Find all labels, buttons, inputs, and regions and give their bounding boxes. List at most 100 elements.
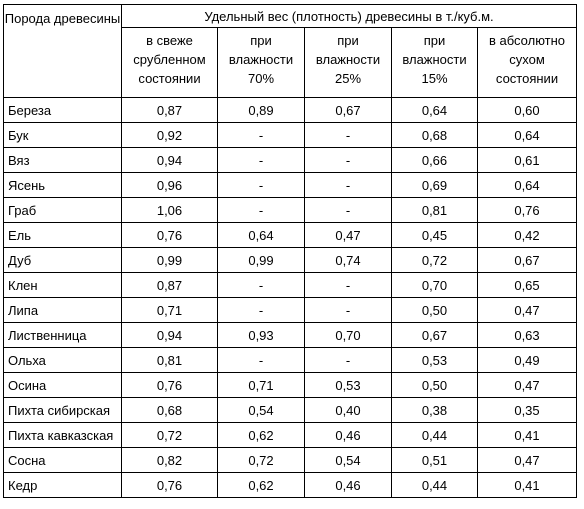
density-value-cell: 0,60 (477, 97, 577, 123)
species-name-cell: Пихта сибирская (3, 397, 122, 423)
density-value-cell: - (217, 297, 305, 323)
density-value-cell: 0,70 (391, 272, 478, 298)
species-name-cell: Лиственница (3, 322, 122, 348)
column-header-absolutely-dry: в абсолютно сухом состоянии (477, 27, 577, 98)
density-value-cell: 0,72 (391, 247, 478, 273)
density-value-cell: - (217, 347, 305, 373)
density-value-cell: - (304, 147, 392, 173)
density-value-cell: 0,68 (121, 397, 218, 423)
species-name-cell: Береза (3, 97, 122, 123)
density-value-cell: 0,72 (121, 422, 218, 448)
density-value-cell: 0,64 (477, 172, 577, 198)
density-value-cell: 0,67 (477, 247, 577, 273)
density-value-cell: 0,54 (304, 447, 392, 473)
column-header-moisture-70: при влажности 70% (217, 27, 305, 98)
density-value-cell: 0,53 (304, 372, 392, 398)
table-row: Ель 0,76 0,64 0,47 0,45 0,42 (3, 222, 577, 248)
table-row: Кедр 0,76 0,62 0,46 0,44 0,41 (3, 472, 577, 498)
density-value-cell: 0,74 (304, 247, 392, 273)
density-value-cell: 0,54 (217, 397, 305, 423)
density-value-cell: 0,62 (217, 472, 305, 498)
table-row: Граб 1,06- -0,81 0,76 (3, 197, 577, 223)
density-value-cell: 0,41 (477, 422, 577, 448)
table-body: Береза 0,87 0,89 0,67 0,64 0,60 Бук 0,92- -0,68 0… (3, 97, 577, 498)
density-value-cell: 0,50 (391, 372, 478, 398)
density-value-cell: 0,87 (121, 272, 218, 298)
species-name-cell: Дуб (3, 247, 122, 273)
species-name-cell: Бук (3, 122, 122, 148)
table-row: Бук 0,92- -0,68 0,64 (3, 122, 577, 148)
density-value-cell: 0,82 (121, 447, 218, 473)
density-value-cell: 0,46 (304, 422, 392, 448)
species-name-cell: Кедр (3, 472, 122, 498)
table-row: Береза 0,87 0,89 0,67 0,64 0,60 (3, 97, 577, 123)
species-name-cell: Клен (3, 272, 122, 298)
density-value-cell: 1,06 (121, 197, 218, 223)
column-header-moisture-25: при влажности 25% (304, 27, 392, 98)
density-value-cell: 0,61 (477, 147, 577, 173)
density-value-cell: 0,65 (477, 272, 577, 298)
table-row: Клен 0,87- -0,70 0,65 (3, 272, 577, 298)
density-value-cell: 0,89 (217, 97, 305, 123)
density-value-cell: 0,49 (477, 347, 577, 373)
density-value-cell: 0,51 (391, 447, 478, 473)
table-row: Осина 0,76 0,71 0,53 0,50 0,47 (3, 372, 577, 398)
density-value-cell: 0,62 (217, 422, 305, 448)
species-name-cell: Сосна (3, 447, 122, 473)
density-value-cell: 0,94 (121, 147, 218, 173)
density-value-cell: 0,87 (121, 97, 218, 123)
density-value-cell: - (304, 172, 392, 198)
species-name-cell: Пихта кавказская (3, 422, 122, 448)
density-value-cell: 0,64 (217, 222, 305, 248)
density-value-cell: 0,42 (477, 222, 577, 248)
species-name-cell: Осина (3, 372, 122, 398)
density-value-cell: 0,64 (391, 97, 478, 123)
density-value-cell: 0,71 (217, 372, 305, 398)
density-value-cell: - (217, 172, 305, 198)
density-value-cell: 0,81 (121, 347, 218, 373)
density-value-cell: 0,68 (391, 122, 478, 148)
density-value-cell: 0,67 (391, 322, 478, 348)
density-value-cell: 0,67 (304, 97, 392, 123)
density-value-cell: - (304, 347, 392, 373)
column-header-fresh-cut: в свеже срубленном состоянии (121, 27, 218, 98)
density-value-cell: 0,63 (477, 322, 577, 348)
density-value-cell: 0,47 (477, 372, 577, 398)
species-name-cell: Ольха (3, 347, 122, 373)
density-value-cell: 0,69 (391, 172, 478, 198)
density-value-cell: - (304, 272, 392, 298)
density-value-cell: 0,35 (477, 397, 577, 423)
density-value-cell: 0,47 (477, 447, 577, 473)
density-table-container: Порода древесины Удельный вес (плотность… (3, 4, 577, 498)
density-value-cell: 0,70 (304, 322, 392, 348)
density-value-cell: 0,50 (391, 297, 478, 323)
table-row: Пихта сибирская 0,68 0,54 0,40 0,38 0,35 (3, 397, 577, 423)
density-value-cell: - (217, 272, 305, 298)
species-column-header: Порода древесины (3, 4, 122, 98)
density-value-cell: 0,45 (391, 222, 478, 248)
density-value-cell: 0,99 (121, 247, 218, 273)
table-row: Ясень 0,96- -0,69 0,64 (3, 172, 577, 198)
density-value-cell: 0,76 (121, 472, 218, 498)
density-value-cell: 0,47 (477, 297, 577, 323)
density-value-cell: 0,44 (391, 422, 478, 448)
density-group-header: Удельный вес (плотность) древесины в т./… (121, 4, 577, 28)
table-row: Ольха 0,81- -0,53 0,49 (3, 347, 577, 373)
density-value-cell: - (217, 122, 305, 148)
density-value-cell: 0,40 (304, 397, 392, 423)
density-value-cell: - (304, 197, 392, 223)
species-name-cell: Граб (3, 197, 122, 223)
density-value-cell: - (304, 122, 392, 148)
species-name-cell: Липа (3, 297, 122, 323)
density-value-cell: 0,76 (121, 222, 218, 248)
table-row: Лиственница 0,94 0,93 0,70 0,67 0,63 (3, 322, 577, 348)
density-value-cell: 0,93 (217, 322, 305, 348)
density-value-cell: 0,81 (391, 197, 478, 223)
density-value-cell: 0,38 (391, 397, 478, 423)
density-value-cell: 0,47 (304, 222, 392, 248)
density-value-cell: 0,44 (391, 472, 478, 498)
density-value-cell: 0,46 (304, 472, 392, 498)
density-value-cell: 0,99 (217, 247, 305, 273)
density-value-cell: 0,53 (391, 347, 478, 373)
density-value-cell: 0,92 (121, 122, 218, 148)
